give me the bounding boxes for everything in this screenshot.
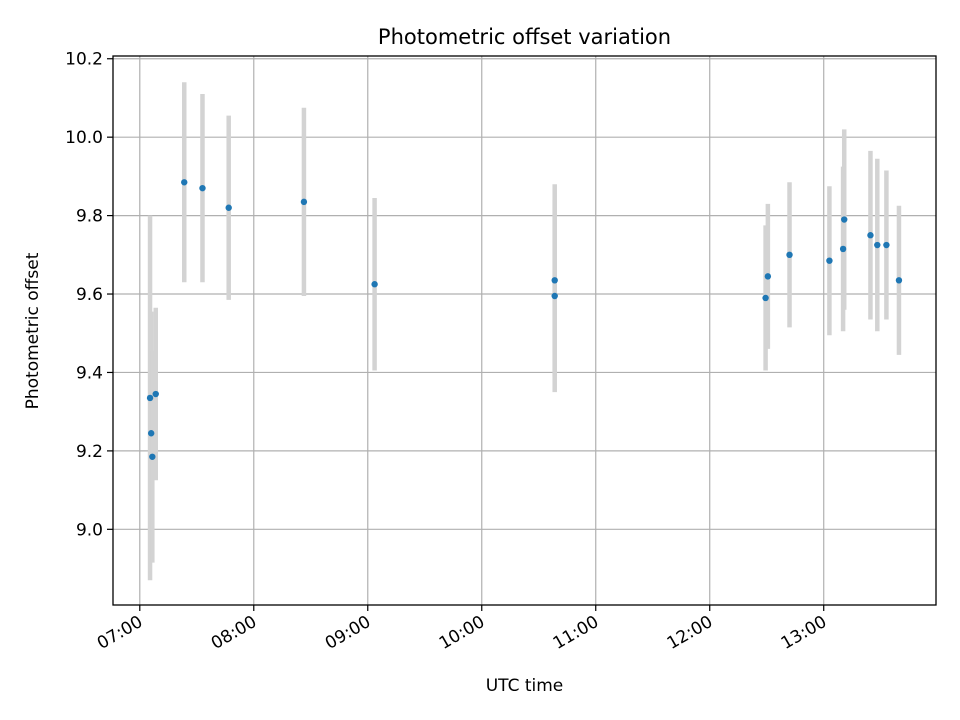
data-point-13	[786, 251, 793, 259]
data-point-2	[149, 453, 156, 460]
y-tick-label-1: 9.2	[76, 442, 103, 462]
y-tick-label-0: 9.0	[76, 520, 103, 540]
data-point-9	[551, 277, 558, 284]
x-axis-label: UTC time	[486, 676, 564, 696]
data-point-1	[147, 430, 155, 437]
data-point-5	[199, 184, 206, 192]
data-point-8	[371, 281, 378, 288]
data-point-19	[883, 241, 890, 249]
plot-background	[113, 56, 936, 605]
data-point-17	[867, 232, 874, 239]
data-point-3	[152, 390, 159, 398]
y-tick-label-3: 9.6	[76, 285, 103, 305]
y-tick-label-2: 9.4	[76, 363, 103, 383]
axes-frame	[112, 55, 937, 606]
chart-title: Photometric offset variation	[378, 25, 671, 49]
grid	[113, 56, 936, 605]
data-point-6	[225, 204, 232, 211]
data-point-7	[300, 198, 308, 206]
y-tick-label-6: 10.2	[65, 50, 103, 70]
y-axis-ticks: 9.0 9.2 9.4 9.6 9.8 10.0 10.2	[65, 50, 113, 540]
data-points	[146, 179, 903, 460]
axes-border	[112, 55, 937, 606]
y-tick-label-5: 10.0	[65, 128, 103, 148]
data-point-16	[841, 216, 848, 223]
data-point-4	[181, 179, 188, 186]
data-point-10	[551, 292, 558, 300]
data-point-20	[895, 277, 903, 284]
data-point-14	[826, 257, 833, 264]
data-point-11	[762, 294, 769, 302]
plot-area	[113, 56, 936, 605]
y-tick-label-4: 9.8	[76, 207, 103, 227]
data-point-12	[764, 273, 772, 280]
data-point-15	[839, 245, 847, 253]
data-point-18	[874, 241, 881, 249]
data-point-0	[146, 394, 154, 402]
y-axis-label: Photometric offset	[23, 252, 43, 409]
